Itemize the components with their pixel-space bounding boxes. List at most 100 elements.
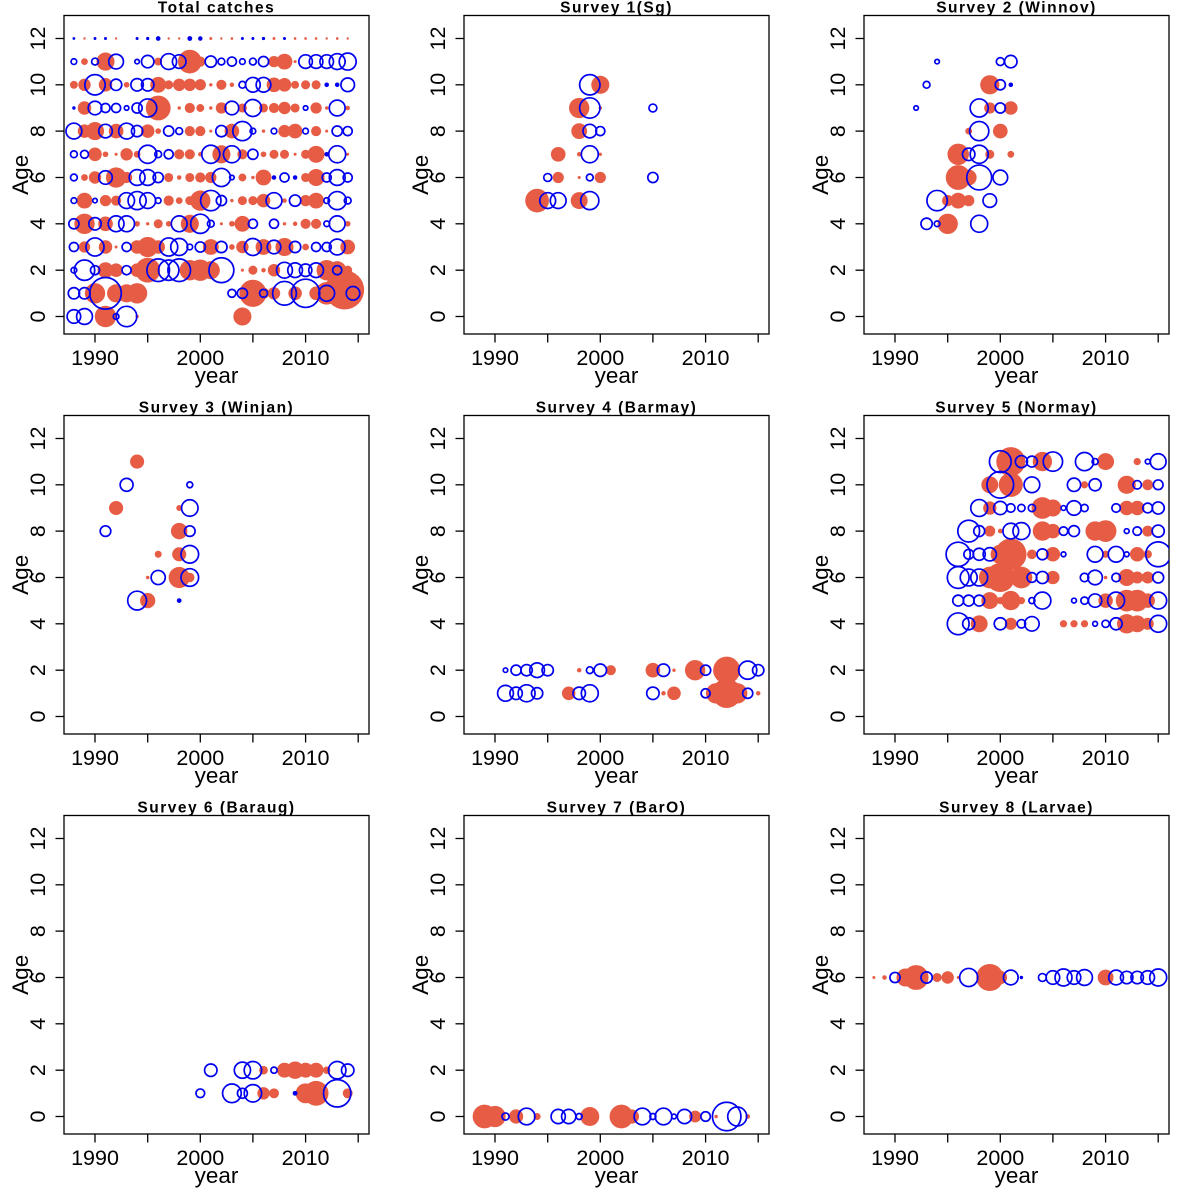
svg-text:2: 2 (26, 264, 50, 276)
svg-text:6: 6 (426, 971, 450, 983)
svg-text:6: 6 (826, 171, 850, 183)
svg-text:0: 0 (826, 310, 850, 322)
svg-text:8: 8 (426, 525, 450, 537)
svg-text:2000: 2000 (576, 746, 624, 770)
svg-text:Survey 7 (BarO): Survey 7 (BarO) (547, 800, 687, 817)
svg-text:2: 2 (26, 664, 50, 676)
svg-text:8: 8 (26, 125, 50, 137)
svg-text:Age: Age (808, 155, 833, 195)
svg-text:2: 2 (26, 1064, 50, 1076)
svg-text:Survey 8 (Larvae): Survey 8 (Larvae) (939, 800, 1094, 817)
svg-text:4: 4 (426, 618, 450, 630)
svg-text:Survey 6 (Baraug): Survey 6 (Baraug) (137, 800, 295, 817)
svg-text:Survey 5 (Normay): Survey 5 (Normay) (935, 400, 1097, 417)
svg-text:10: 10 (826, 873, 850, 897)
svg-text:Survey 4 (Barmay): Survey 4 (Barmay) (536, 400, 698, 417)
svg-text:4: 4 (426, 1018, 450, 1030)
svg-text:8: 8 (26, 525, 50, 537)
svg-text:2010: 2010 (682, 346, 730, 370)
svg-text:12: 12 (426, 427, 450, 451)
svg-text:Total catches: Total catches (158, 0, 275, 17)
svg-text:2000: 2000 (576, 1146, 624, 1170)
svg-text:0: 0 (26, 710, 50, 722)
svg-text:Age: Age (408, 955, 433, 995)
svg-text:2010: 2010 (1082, 346, 1130, 370)
svg-text:0: 0 (426, 1110, 450, 1122)
svg-text:Age: Age (8, 555, 33, 595)
svg-text:Age: Age (8, 955, 33, 995)
svg-text:1990: 1990 (871, 1146, 919, 1170)
svg-text:year: year (195, 763, 239, 788)
svg-text:10: 10 (26, 473, 50, 497)
svg-text:2: 2 (426, 264, 450, 276)
svg-text:2: 2 (826, 264, 850, 276)
svg-text:2010: 2010 (282, 746, 330, 770)
svg-text:6: 6 (26, 171, 50, 183)
svg-text:0: 0 (426, 310, 450, 322)
svg-text:6: 6 (426, 171, 450, 183)
svg-text:1990: 1990 (71, 346, 119, 370)
svg-text:year: year (595, 1163, 639, 1188)
svg-text:1990: 1990 (471, 1146, 519, 1170)
svg-text:10: 10 (26, 73, 50, 97)
svg-text:2010: 2010 (282, 346, 330, 370)
svg-text:1990: 1990 (71, 1146, 119, 1170)
svg-text:12: 12 (826, 27, 850, 51)
svg-text:year: year (195, 1163, 239, 1188)
svg-text:2000: 2000 (176, 1146, 224, 1170)
svg-text:4: 4 (26, 218, 50, 230)
svg-text:12: 12 (826, 827, 850, 851)
svg-text:6: 6 (426, 571, 450, 583)
svg-text:0: 0 (826, 710, 850, 722)
svg-text:2010: 2010 (1082, 746, 1130, 770)
svg-text:2000: 2000 (176, 746, 224, 770)
svg-text:1990: 1990 (471, 346, 519, 370)
svg-text:2010: 2010 (682, 746, 730, 770)
svg-text:0: 0 (26, 310, 50, 322)
svg-text:2010: 2010 (282, 1146, 330, 1170)
svg-text:year: year (995, 363, 1039, 388)
svg-text:0: 0 (826, 1110, 850, 1122)
svg-text:12: 12 (26, 427, 50, 451)
svg-text:2: 2 (426, 664, 450, 676)
svg-text:Age: Age (408, 155, 433, 195)
svg-text:4: 4 (826, 618, 850, 630)
svg-text:2010: 2010 (682, 1146, 730, 1170)
svg-text:1990: 1990 (871, 346, 919, 370)
svg-text:Survey 1(Sg): Survey 1(Sg) (560, 0, 673, 17)
svg-text:2000: 2000 (976, 746, 1024, 770)
svg-text:2000: 2000 (176, 346, 224, 370)
svg-text:10: 10 (426, 473, 450, 497)
svg-text:year: year (995, 1163, 1039, 1188)
svg-text:4: 4 (426, 218, 450, 230)
svg-text:8: 8 (26, 925, 50, 937)
svg-text:8: 8 (826, 125, 850, 137)
svg-text:year: year (595, 363, 639, 388)
svg-text:Age: Age (808, 555, 833, 595)
svg-text:1990: 1990 (471, 746, 519, 770)
svg-text:year: year (195, 363, 239, 388)
svg-text:10: 10 (826, 73, 850, 97)
svg-text:0: 0 (426, 710, 450, 722)
svg-text:6: 6 (26, 571, 50, 583)
svg-text:10: 10 (426, 73, 450, 97)
svg-text:4: 4 (26, 618, 50, 630)
svg-text:12: 12 (426, 827, 450, 851)
svg-text:10: 10 (426, 873, 450, 897)
svg-text:2: 2 (426, 1064, 450, 1076)
svg-text:2000: 2000 (576, 346, 624, 370)
svg-text:4: 4 (26, 1018, 50, 1030)
svg-text:12: 12 (26, 27, 50, 51)
svg-text:Age: Age (408, 555, 433, 595)
svg-text:10: 10 (826, 473, 850, 497)
svg-text:8: 8 (426, 925, 450, 937)
svg-text:6: 6 (826, 571, 850, 583)
svg-text:8: 8 (826, 525, 850, 537)
svg-text:Survey 3 (Winjan): Survey 3 (Winjan) (139, 400, 294, 417)
svg-text:Age: Age (8, 155, 33, 195)
svg-text:year: year (595, 763, 639, 788)
svg-text:10: 10 (26, 873, 50, 897)
svg-text:8: 8 (826, 925, 850, 937)
svg-text:year: year (995, 763, 1039, 788)
svg-text:12: 12 (26, 827, 50, 851)
